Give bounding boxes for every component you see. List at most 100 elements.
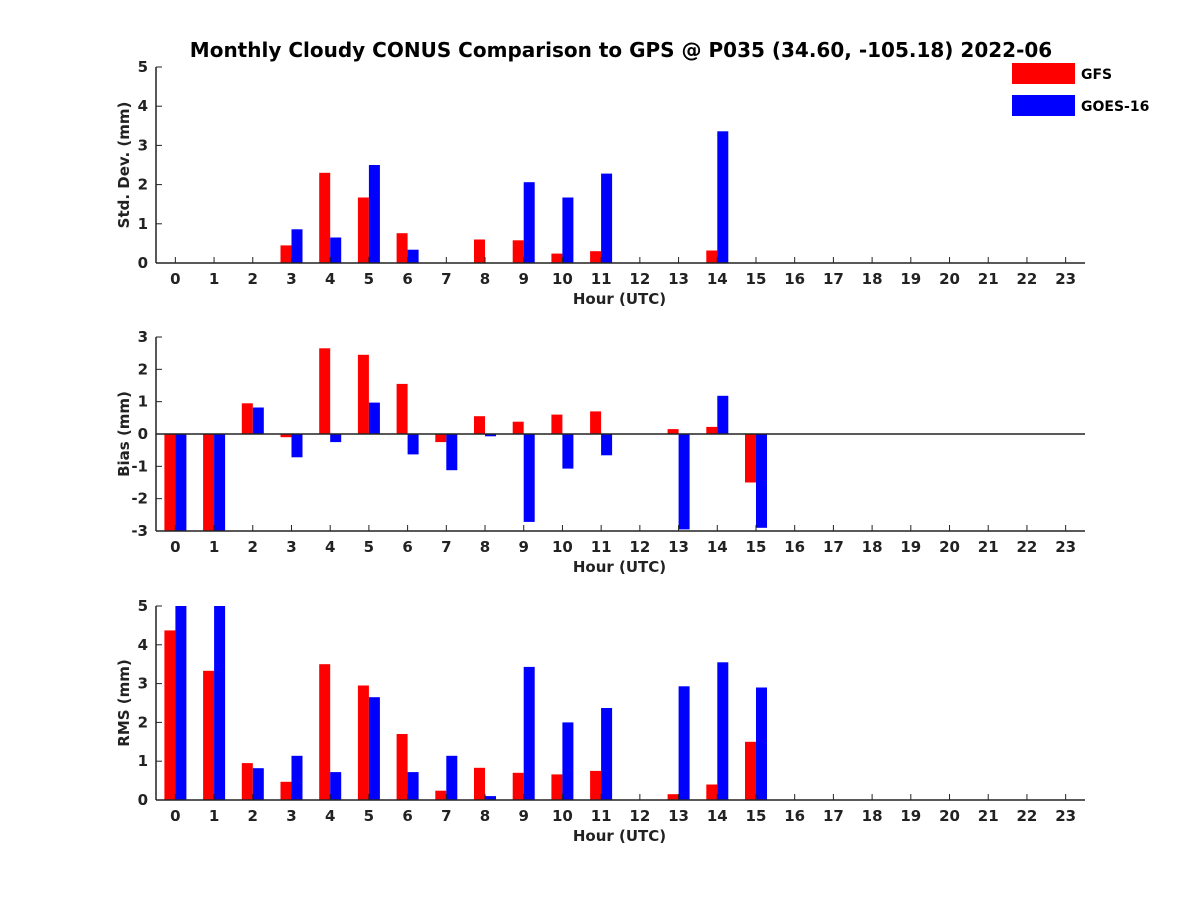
x-tick-label: 14: [707, 807, 728, 825]
bar-gfs-hour-10: [551, 253, 563, 263]
bar-gfs-hour-3: [280, 434, 292, 438]
y-axis-label: Std. Dev. (mm): [115, 102, 133, 229]
y-tick-label: -3: [131, 522, 148, 540]
x-tick-label: 19: [900, 270, 921, 288]
bar-gfs-hour-5: [357, 197, 369, 263]
y-tick-label: 4: [138, 97, 148, 115]
bar-gfs-hour-11: [590, 770, 602, 800]
y-tick-label: 5: [138, 58, 148, 76]
x-tick-label: 0: [170, 807, 180, 825]
bar-goes-16-hour-0: [175, 434, 187, 531]
y-axis-label: Bias (mm): [115, 391, 133, 477]
x-tick-label: 7: [441, 807, 451, 825]
y-tick-label: 2: [138, 176, 148, 194]
bar-gfs-hour-9: [512, 240, 524, 263]
bar-goes-16-hour-9: [523, 182, 535, 263]
x-tick-label: 22: [1017, 270, 1038, 288]
bar-gfs-hour-2: [241, 403, 253, 434]
x-tick-label: 23: [1055, 270, 1076, 288]
bar-goes-16-hour-5: [368, 402, 380, 434]
x-tick-label: 21: [978, 538, 999, 556]
x-tick-label: 4: [325, 538, 335, 556]
x-tick-label: 20: [939, 807, 960, 825]
x-tick-label: 15: [746, 807, 767, 825]
x-tick-label: 3: [286, 270, 296, 288]
x-tick-label: 22: [1017, 538, 1038, 556]
x-tick-label: 1: [209, 270, 219, 288]
bar-goes-16-hour-4: [330, 237, 342, 263]
y-tick-label: 1: [138, 215, 148, 233]
bar-goes-16-hour-1: [214, 434, 226, 531]
bar-gfs-hour-13: [667, 429, 679, 434]
bar-goes-16-hour-13: [678, 686, 690, 800]
y-tick-label: 1: [138, 752, 148, 770]
bar-goes-16-hour-11: [601, 173, 613, 263]
x-tick-label: 20: [939, 538, 960, 556]
x-tick-label: 0: [170, 538, 180, 556]
y-tick-label: 3: [138, 328, 148, 346]
x-tick-label: 18: [862, 807, 883, 825]
bar-gfs-hour-10: [551, 414, 563, 434]
bar-gfs-hour-5: [357, 685, 369, 800]
y-tick-label: 2: [138, 360, 148, 378]
bar-goes-16-hour-10: [562, 197, 574, 263]
x-tick-label: 8: [480, 538, 490, 556]
chart-legend: GFS GOES-16: [1012, 63, 1149, 116]
x-tick-label: 15: [746, 270, 767, 288]
y-tick-label: 0: [138, 254, 148, 272]
x-tick-label: 2: [248, 538, 258, 556]
bar-gfs-hour-15: [745, 741, 756, 800]
x-tick-label: 3: [286, 538, 296, 556]
x-tick-label: 19: [900, 807, 921, 825]
x-tick-label: 22: [1017, 807, 1038, 825]
bar-goes-16-hour-15: [756, 434, 767, 528]
y-tick-label: 5: [138, 597, 148, 615]
x-tick-label: 13: [668, 807, 689, 825]
x-axis-label: Hour (UTC): [573, 290, 666, 308]
x-tick-label: 6: [402, 270, 412, 288]
bar-gfs-hour-8: [474, 239, 485, 263]
x-tick-label: 10: [552, 538, 573, 556]
x-tick-label: 12: [629, 538, 650, 556]
y-tick-label: -1: [131, 457, 148, 475]
bar-goes-16-hour-2: [252, 768, 264, 800]
x-tick-label: 11: [591, 807, 612, 825]
bar-goes-16-hour-3: [291, 229, 303, 263]
bar-goes-16-hour-10: [562, 722, 574, 800]
x-axis-label: Hour (UTC): [573, 827, 666, 845]
bar-gfs-hour-1: [203, 670, 215, 800]
x-tick-label: 8: [480, 807, 490, 825]
bar-goes-16-hour-9: [523, 666, 535, 800]
x-tick-label: 10: [552, 807, 573, 825]
bar-goes-16-hour-3: [291, 434, 303, 458]
bar-gfs-hour-5: [357, 354, 369, 434]
bar-gfs-hour-8: [474, 416, 485, 434]
legend-swatch: [1012, 95, 1075, 116]
bar-goes-16-hour-14: [717, 395, 729, 434]
x-tick-label: 1: [209, 807, 219, 825]
x-tick-label: 13: [668, 270, 689, 288]
bar-goes-16-hour-10: [562, 434, 574, 469]
bar-gfs-hour-10: [551, 774, 563, 800]
legend-label: GFS: [1081, 67, 1112, 83]
x-tick-label: 17: [823, 538, 844, 556]
bar-goes-16-hour-14: [717, 131, 729, 263]
bar-goes-16-hour-5: [368, 697, 380, 800]
x-tick-label: 7: [441, 538, 451, 556]
x-tick-label: 16: [784, 270, 805, 288]
x-tick-label: 6: [402, 538, 412, 556]
x-tick-label: 17: [823, 270, 844, 288]
x-tick-label: 21: [978, 807, 999, 825]
y-tick-label: 2: [138, 713, 148, 731]
bar-goes-16-hour-1: [214, 606, 226, 800]
x-tick-label: 23: [1055, 538, 1076, 556]
bar-gfs-hour-6: [396, 233, 408, 263]
x-tick-label: 20: [939, 270, 960, 288]
x-tick-label: 17: [823, 807, 844, 825]
bar-goes-16-hour-11: [601, 434, 613, 456]
bar-goes-16-hour-6: [407, 434, 419, 455]
bar-goes-16-hour-8: [485, 796, 496, 800]
